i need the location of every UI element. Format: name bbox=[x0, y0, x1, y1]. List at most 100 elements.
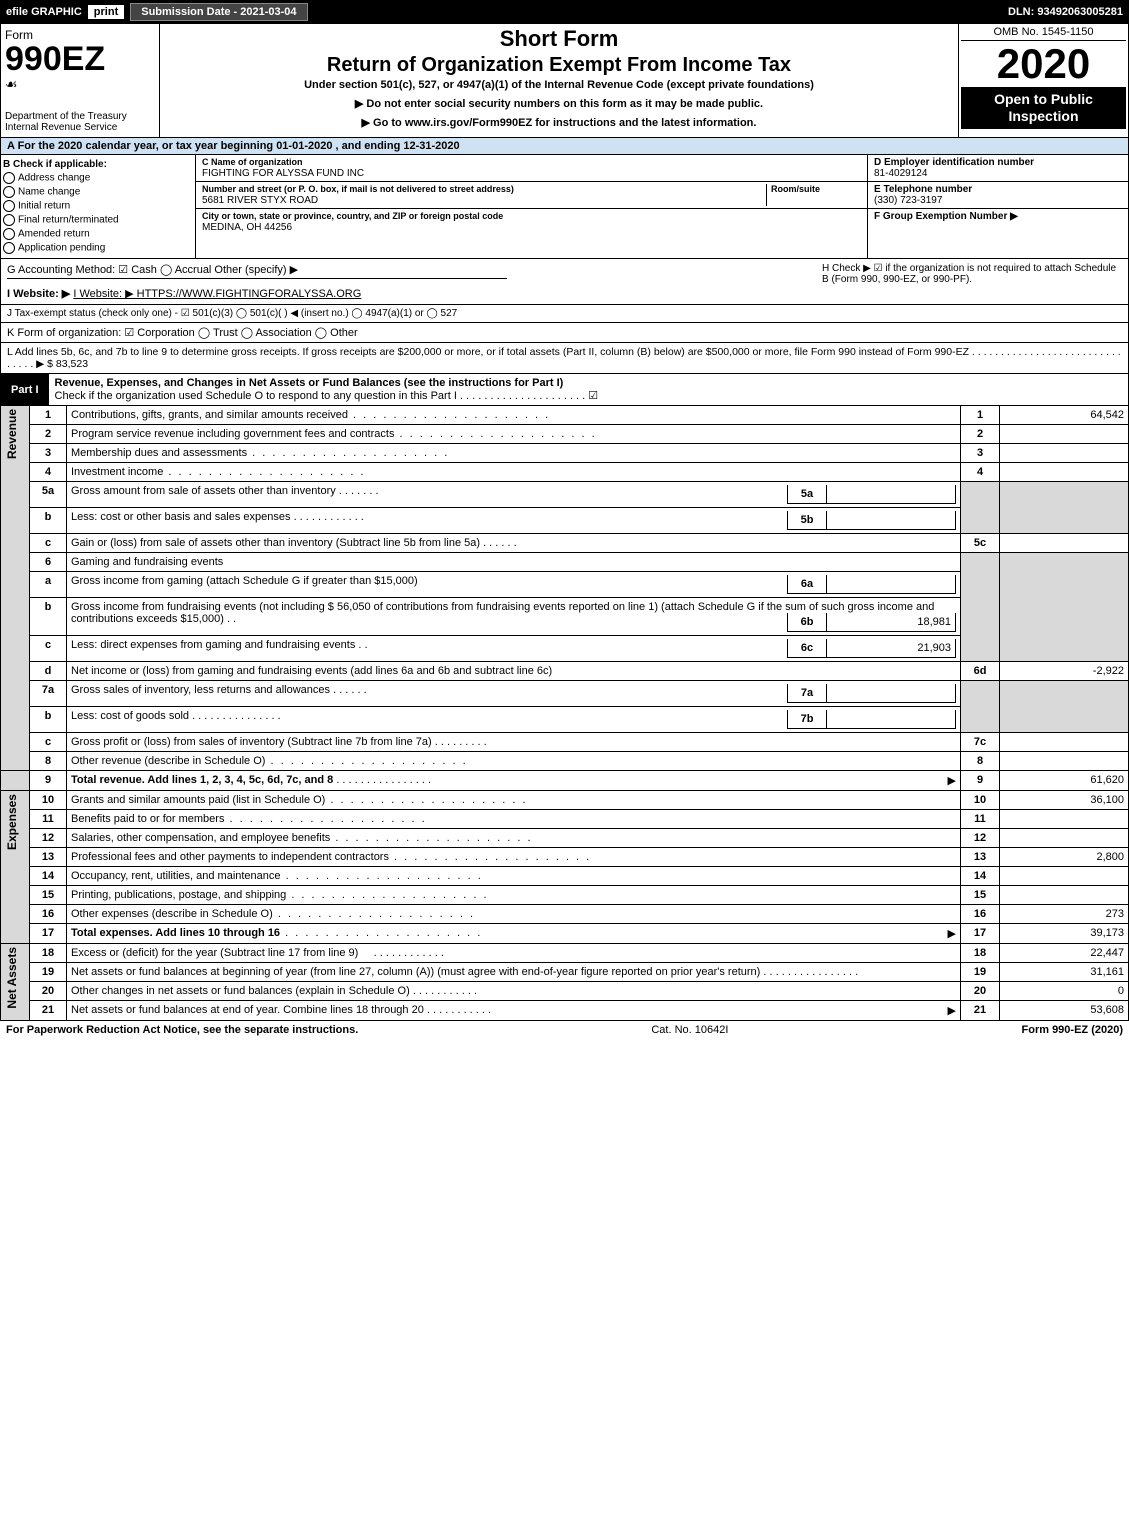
line13-val: 2,800 bbox=[1000, 848, 1129, 867]
e-lbl: E Telephone number bbox=[874, 184, 1122, 195]
line20-desc: Other changes in net assets or fund bala… bbox=[71, 985, 410, 997]
line6d-desc: Net income or (loss) from gaming and fun… bbox=[71, 665, 552, 677]
line6c-subval: 21,903 bbox=[827, 639, 956, 658]
part1-title: Revenue, Expenses, and Changes in Net As… bbox=[49, 374, 1128, 405]
line6b-subval: 18,981 bbox=[827, 613, 956, 632]
line16-val: 273 bbox=[1000, 905, 1129, 924]
line4-desc: Investment income bbox=[71, 466, 163, 478]
box-b: B Check if applicable: Address change Na… bbox=[1, 155, 196, 258]
line11-desc: Benefits paid to or for members bbox=[71, 813, 224, 825]
line9-val: 61,620 bbox=[1000, 771, 1129, 791]
line15-desc: Printing, publications, postage, and shi… bbox=[71, 889, 286, 901]
line7a-subval bbox=[827, 684, 956, 703]
line10-val: 36,100 bbox=[1000, 791, 1129, 810]
open-public: Open to Public Inspection bbox=[961, 87, 1126, 129]
line6a-desc: Gross income from gaming (attach Schedul… bbox=[71, 575, 418, 587]
opt-name[interactable]: Name change bbox=[3, 186, 193, 198]
line21-val: 53,608 bbox=[1000, 1001, 1129, 1021]
c-city-lbl: City or town, state or province, country… bbox=[202, 211, 503, 221]
form-header: Form 990EZ ☙ Department of the Treasury … bbox=[0, 24, 1129, 138]
line6a-subval bbox=[827, 575, 956, 594]
line5c-val bbox=[1000, 534, 1129, 553]
line18-val: 22,447 bbox=[1000, 944, 1129, 963]
line7b-desc: Less: cost of goods sold bbox=[71, 710, 189, 722]
website-url[interactable]: I Website: ▶ HTTPS://WWW.FIGHTINGFORALYS… bbox=[73, 288, 361, 300]
ein: 81-4029124 bbox=[874, 168, 1122, 179]
irs-label: Internal Revenue Service bbox=[5, 122, 155, 133]
top-bar: efile GRAPHIC print Submission Date - 20… bbox=[0, 0, 1129, 24]
line1-desc: Contributions, gifts, grants, and simila… bbox=[71, 409, 348, 421]
subtitle: Under section 501(c), 527, or 4947(a)(1)… bbox=[166, 79, 952, 91]
efile-label: efile GRAPHIC bbox=[0, 6, 88, 18]
line17-desc: Total expenses. Add lines 10 through 16 bbox=[71, 927, 280, 939]
box-c: C Name of organization FIGHTING FOR ALYS… bbox=[196, 155, 868, 258]
line7a-desc: Gross sales of inventory, less returns a… bbox=[71, 684, 330, 696]
f-lbl: F Group Exemption Number ▶ bbox=[874, 211, 1122, 222]
line8-val bbox=[1000, 752, 1129, 771]
line7b-subval bbox=[827, 710, 956, 729]
line7c-desc: Gross profit or (loss) from sales of inv… bbox=[71, 736, 432, 748]
opt-initial[interactable]: Initial return bbox=[3, 200, 193, 212]
c-name-lbl: C Name of organization bbox=[202, 157, 303, 167]
org-name: FIGHTING FOR ALYSSA FUND INC bbox=[202, 168, 364, 179]
title-return: Return of Organization Exempt From Incom… bbox=[166, 54, 952, 77]
omb-number: OMB No. 1545-1150 bbox=[961, 26, 1126, 41]
tax-year: 2020 bbox=[961, 43, 1126, 85]
part1-label: Part I bbox=[1, 381, 49, 399]
instr-url: ▶ Go to www.irs.gov/Form990EZ for instru… bbox=[166, 116, 952, 129]
form-number: 990EZ bbox=[5, 42, 155, 76]
opt-amended[interactable]: Amended return bbox=[3, 228, 193, 240]
opt-address[interactable]: Address change bbox=[3, 172, 193, 184]
line4-val bbox=[1000, 463, 1129, 482]
header-right: OMB No. 1545-1150 2020 Open to Public In… bbox=[959, 24, 1128, 137]
box-l: L Add lines 5b, 6c, and 7b to line 9 to … bbox=[0, 343, 1129, 374]
box-b-title: B Check if applicable: bbox=[3, 159, 193, 170]
period-row: A For the 2020 calendar year, or tax yea… bbox=[0, 138, 1129, 155]
phone: (330) 723-3197 bbox=[874, 195, 1122, 206]
line21-desc: Net assets or fund balances at end of ye… bbox=[71, 1004, 424, 1016]
org-city: MEDINA, OH 44256 bbox=[202, 222, 292, 233]
line15-val bbox=[1000, 886, 1129, 905]
line12-val bbox=[1000, 829, 1129, 848]
line8-desc: Other revenue (describe in Schedule O) bbox=[71, 755, 265, 767]
opt-final[interactable]: Final return/terminated bbox=[3, 214, 193, 226]
dept-treasury: Department of the Treasury bbox=[5, 111, 155, 122]
dln-label: DLN: 93492063005281 bbox=[1008, 6, 1129, 18]
part1-check: Check if the organization used Schedule … bbox=[55, 390, 599, 402]
box-i: I Website: ▶ I Website: ▶ HTTPS://WWW.FI… bbox=[7, 287, 822, 300]
header-left: Form 990EZ ☙ Department of the Treasury … bbox=[1, 24, 160, 137]
line11-val bbox=[1000, 810, 1129, 829]
line16-desc: Other expenses (describe in Schedule O) bbox=[71, 908, 273, 920]
line19-desc: Net assets or fund balances at beginning… bbox=[71, 966, 760, 978]
revenue-sidebar: Revenue bbox=[5, 409, 19, 459]
line13-desc: Professional fees and other payments to … bbox=[71, 851, 389, 863]
netassets-sidebar: Net Assets bbox=[5, 947, 19, 1009]
opt-pending[interactable]: Application pending bbox=[3, 242, 193, 254]
instr-ssn: ▶ Do not enter social security numbers o… bbox=[166, 97, 952, 110]
box-j: J Tax-exempt status (check only one) - ☑… bbox=[0, 305, 1129, 323]
line5b-subval bbox=[827, 511, 956, 530]
line5a-desc: Gross amount from sale of assets other t… bbox=[71, 485, 336, 497]
line2-desc: Program service revenue including govern… bbox=[71, 428, 394, 440]
line9-desc: Total revenue. Add lines 1, 2, 3, 4, 5c,… bbox=[71, 774, 333, 786]
line5b-desc: Less: cost or other basis and sales expe… bbox=[71, 511, 291, 523]
line17-val: 39,173 bbox=[1000, 924, 1129, 944]
c-addr-lbl: Number and street (or P. O. box, if mail… bbox=[202, 184, 514, 194]
line6c-desc: Less: direct expenses from gaming and fu… bbox=[71, 639, 355, 651]
gh-block: G Accounting Method: ☑ Cash ◯ Accrual Ot… bbox=[0, 259, 1129, 305]
line14-desc: Occupancy, rent, utilities, and maintena… bbox=[71, 870, 281, 882]
line1-val: 64,542 bbox=[1000, 406, 1129, 425]
title-short-form: Short Form bbox=[166, 26, 952, 52]
submission-date: Submission Date - 2021-03-04 bbox=[130, 3, 307, 21]
print-button[interactable]: print bbox=[88, 5, 124, 19]
line12-desc: Salaries, other compensation, and employ… bbox=[71, 832, 330, 844]
page-footer: For Paperwork Reduction Act Notice, see … bbox=[0, 1021, 1129, 1039]
room-lbl: Room/suite bbox=[771, 184, 820, 194]
line5a-subval bbox=[827, 485, 956, 504]
line6-desc: Gaming and fundraising events bbox=[67, 553, 961, 572]
box-k: K Form of organization: ☑ Corporation ◯ … bbox=[0, 323, 1129, 343]
expenses-sidebar: Expenses bbox=[5, 794, 19, 850]
line2-val bbox=[1000, 425, 1129, 444]
line19-val: 31,161 bbox=[1000, 963, 1129, 982]
d-lbl: D Employer identification number bbox=[874, 157, 1122, 168]
